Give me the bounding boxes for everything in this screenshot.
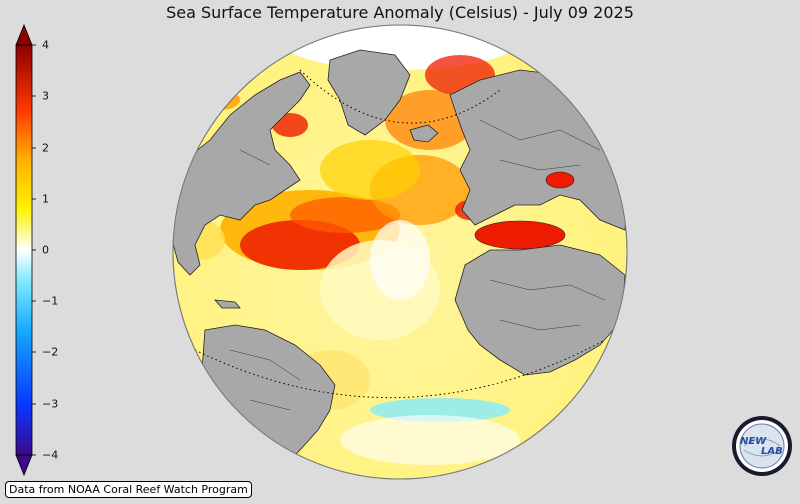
- logo-text-left: NEW: [740, 436, 767, 447]
- caribbean-islands: [214, 299, 241, 309]
- colorbar: 4 3 2 1 0 −1 −2 −3 −4: [0, 0, 80, 500]
- colorbar-tick-label: −1: [42, 294, 59, 308]
- colorbar-tick-label: 4: [42, 38, 49, 52]
- colorbar-bottom-cap: [15, 454, 33, 477]
- map-title: Sea Surface Temperature Anomaly (Celsius…: [166, 3, 634, 22]
- mediterranean-anomaly: [474, 220, 566, 250]
- iceland: [409, 124, 439, 143]
- arctic-circle-line: [299, 69, 501, 124]
- colorbar-tick-label: −4: [42, 448, 59, 462]
- data-credit: Data from NOAA Coral Reef Watch Program: [5, 481, 252, 498]
- logo-text-right: LAB: [761, 446, 783, 457]
- globe-contents: [173, 25, 627, 476]
- logo-icon: NEW LAB: [732, 416, 792, 476]
- colorbar-tick-label: 3: [42, 89, 49, 103]
- black-sea-anomaly: [545, 171, 575, 189]
- lab-logo: NEW LAB: [730, 414, 794, 478]
- colorbar-tick-label: −3: [42, 397, 59, 411]
- equator-line: [194, 339, 606, 399]
- north-america: [173, 71, 311, 276]
- colorbar-tick-label: 0: [42, 243, 49, 257]
- colorbar-tick-label: 2: [42, 141, 49, 155]
- country-borders: [229, 119, 606, 411]
- colorbar-graphic: [15, 23, 36, 477]
- colorbar-tick-label: −2: [42, 345, 59, 359]
- colorbar-tick-label: 1: [42, 192, 49, 206]
